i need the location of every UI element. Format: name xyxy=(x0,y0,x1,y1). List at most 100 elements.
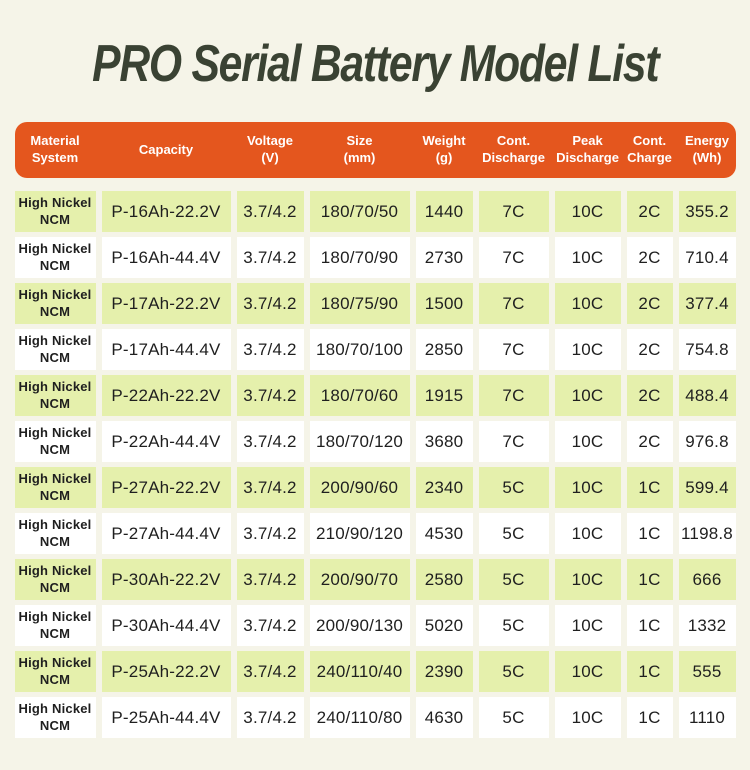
table-cell: 2C xyxy=(626,375,673,416)
header-cell-9: Energy (Wh) xyxy=(684,133,730,165)
table-cell: High Nickel NCM xyxy=(14,513,96,554)
header-cell-2: Capacity xyxy=(138,141,194,157)
table-cell: 180/70/100 xyxy=(309,329,410,370)
table-header: Material System Capacity Voltage (V) Size (… xyxy=(14,122,736,178)
table-cell: 3.7/4.2 xyxy=(236,605,304,646)
table-cell: 1332 xyxy=(678,605,736,646)
table-cell: 10C xyxy=(554,237,621,278)
table-cell: 3.7/4.2 xyxy=(236,329,304,370)
table-cell: 7C xyxy=(478,283,549,324)
table-cell: 240/110/40 xyxy=(309,651,410,692)
table-cell: 3.7/4.2 xyxy=(236,421,304,462)
table-cell: P-22Ah-22.2V xyxy=(101,375,231,416)
table-cell: 3.7/4.2 xyxy=(236,651,304,692)
table-cell: 7C xyxy=(478,375,549,416)
table-cell: 1C xyxy=(626,651,673,692)
table-cell: P-25Ah-22.2V xyxy=(101,651,231,692)
table-cell: 5C xyxy=(478,605,549,646)
table-cell: 1C xyxy=(626,605,673,646)
table-cell: 10C xyxy=(554,605,621,646)
table-cell: 10C xyxy=(554,191,621,232)
table-cell: 10C xyxy=(554,375,621,416)
table-cell: P-22Ah-44.4V xyxy=(101,421,231,462)
table-cell: 10C xyxy=(554,559,621,600)
header-cell-7: Peak Discharge xyxy=(556,133,619,165)
table-cell: 7C xyxy=(478,191,549,232)
page-title: PRO Serial Battery Model List xyxy=(0,0,750,94)
table-cell: 1440 xyxy=(415,191,473,232)
table-cell: 2C xyxy=(626,283,673,324)
table-cell: 2730 xyxy=(415,237,473,278)
table-cell: 666 xyxy=(678,559,736,600)
table-cell: 10C xyxy=(554,283,621,324)
header-cell-4: Size (mm) xyxy=(343,133,376,165)
header-cell-6: Cont. Discharge xyxy=(482,133,545,165)
table-cell: High Nickel NCM xyxy=(14,421,96,462)
table-cell: 10C xyxy=(554,421,621,462)
table-cell: 2C xyxy=(626,237,673,278)
table-cell: 2C xyxy=(626,421,673,462)
table-cell: 5C xyxy=(478,559,549,600)
page-title-text: PRO Serial Battery Model List xyxy=(91,35,659,93)
table-cell: 5C xyxy=(478,697,549,738)
table-cell: 5C xyxy=(478,513,549,554)
table-cell: 3.7/4.2 xyxy=(236,237,304,278)
table-cell: 1915 xyxy=(415,375,473,416)
table-cell: 180/70/60 xyxy=(309,375,410,416)
table-cell: P-16Ah-22.2V xyxy=(101,191,231,232)
table-cell: 180/75/90 xyxy=(309,283,410,324)
table-cell: High Nickel NCM xyxy=(14,283,96,324)
table-cell: 4530 xyxy=(415,513,473,554)
table-cell: 1500 xyxy=(415,283,473,324)
table-cell: 180/70/120 xyxy=(309,421,410,462)
table-cell: 3.7/4.2 xyxy=(236,559,304,600)
table-cell: 2850 xyxy=(415,329,473,370)
table-cell: 4630 xyxy=(415,697,473,738)
table-cell: 2580 xyxy=(415,559,473,600)
table-cell: 3680 xyxy=(415,421,473,462)
table-cell: 200/90/130 xyxy=(309,605,410,646)
table-cell: High Nickel NCM xyxy=(14,651,96,692)
table-cell: 7C xyxy=(478,421,549,462)
table-cell: 710.4 xyxy=(678,237,736,278)
table-cell: 3.7/4.2 xyxy=(236,375,304,416)
table-cell: 3.7/4.2 xyxy=(236,697,304,738)
table-cell: 10C xyxy=(554,697,621,738)
table-cell: 3.7/4.2 xyxy=(236,191,304,232)
table-cell: P-27Ah-22.2V xyxy=(101,467,231,508)
table-cell: P-30Ah-44.4V xyxy=(101,605,231,646)
table-cell: 355.2 xyxy=(678,191,736,232)
table-cell: 10C xyxy=(554,651,621,692)
table-cell: High Nickel NCM xyxy=(14,329,96,370)
table-cell: 7C xyxy=(478,237,549,278)
table-cell: 180/70/90 xyxy=(309,237,410,278)
table-cell: 3.7/4.2 xyxy=(236,513,304,554)
table-cell: High Nickel NCM xyxy=(14,375,96,416)
table-cell: 7C xyxy=(478,329,549,370)
table-cell: P-25Ah-44.4V xyxy=(101,697,231,738)
table-cell: P-17Ah-22.2V xyxy=(101,283,231,324)
table-cell: P-27Ah-44.4V xyxy=(101,513,231,554)
table-cell: 2C xyxy=(626,191,673,232)
table-cell: 10C xyxy=(554,329,621,370)
header-cell-8: Cont. Charge xyxy=(627,133,672,165)
battery-model-table: Material System Capacity Voltage (V) Size (… xyxy=(14,122,736,738)
table-cell: P-30Ah-22.2V xyxy=(101,559,231,600)
table-body: High Nickel NCM P-16Ah-22.2V 3.7/4.2 180/70… xyxy=(14,191,736,738)
table-cell: 210/90/120 xyxy=(309,513,410,554)
table-cell: 200/90/70 xyxy=(309,559,410,600)
table-cell: 1C xyxy=(626,559,673,600)
table-cell: P-16Ah-44.4V xyxy=(101,237,231,278)
table-cell: 200/90/60 xyxy=(309,467,410,508)
table-cell: 1C xyxy=(626,467,673,508)
table-cell: 2390 xyxy=(415,651,473,692)
table-cell: 2C xyxy=(626,329,673,370)
table-cell: 555 xyxy=(678,651,736,692)
header-cell-5: Weight (g) xyxy=(422,133,466,165)
table-cell: 3.7/4.2 xyxy=(236,283,304,324)
table-cell: P-17Ah-44.4V xyxy=(101,329,231,370)
header-cell-1: Material System xyxy=(30,133,80,165)
table-cell: 10C xyxy=(554,513,621,554)
table-cell: 5C xyxy=(478,651,549,692)
table-cell: 1C xyxy=(626,697,673,738)
